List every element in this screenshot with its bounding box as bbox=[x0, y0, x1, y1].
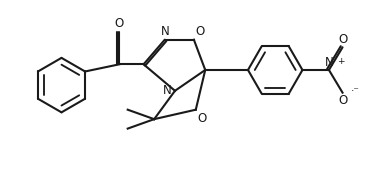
Text: N: N bbox=[163, 84, 172, 97]
Text: N: N bbox=[161, 25, 169, 38]
Text: O: O bbox=[195, 25, 205, 38]
Text: N: N bbox=[324, 56, 333, 69]
Text: ·⁻: ·⁻ bbox=[351, 86, 360, 96]
Text: O: O bbox=[197, 112, 207, 125]
Text: +: + bbox=[337, 57, 345, 66]
Text: O: O bbox=[338, 94, 347, 107]
Text: O: O bbox=[338, 33, 347, 46]
Text: O: O bbox=[115, 17, 124, 30]
